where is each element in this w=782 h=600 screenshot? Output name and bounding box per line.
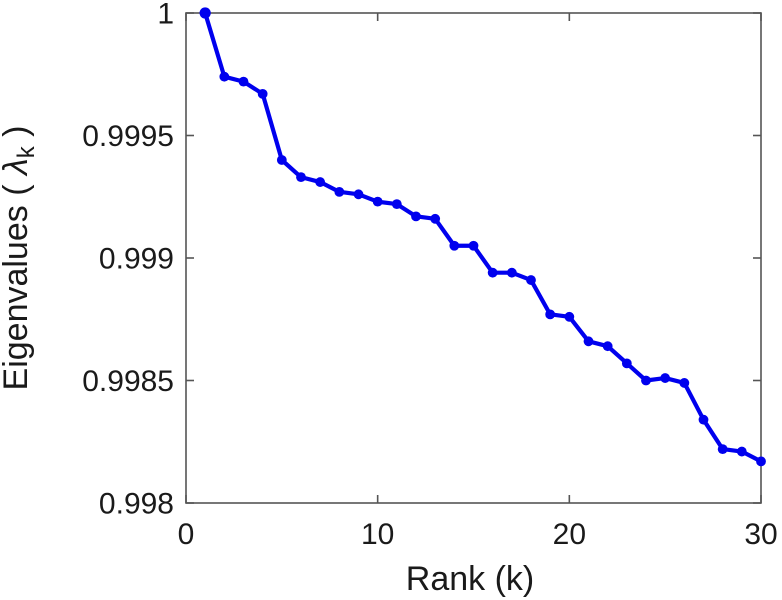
data-point-k21: [583, 336, 594, 347]
data-point-k16: [487, 267, 498, 278]
x-tick-label: 20: [553, 518, 586, 551]
data-point-k6: [296, 172, 306, 183]
y-tick-label: 1: [157, 0, 174, 31]
data-point-k5: [276, 155, 287, 165]
data-point-k11: [391, 199, 402, 210]
lambda-subscript: k: [13, 145, 40, 158]
data-point-k13: [430, 213, 441, 224]
y-axis-label-suffix: ): [0, 126, 35, 147]
data-point-k19: [545, 309, 556, 320]
x-tick-label: 0: [178, 518, 195, 551]
data-point-k1: [199, 7, 211, 19]
data-point-k24: [641, 375, 651, 386]
data-point-k22: [602, 341, 613, 352]
data-point-k27: [698, 414, 709, 425]
data-point-k29: [736, 446, 747, 457]
x-tick-label: 10: [361, 518, 394, 551]
y-tick-label: 0.9995: [82, 120, 174, 153]
data-point-k10: [372, 196, 383, 207]
data-point-k15: [468, 240, 479, 251]
data-point-k2: [219, 71, 230, 82]
x-axis-label: Rank (k): [406, 560, 534, 598]
y-axis-label: Eigenvalues ( λk ): [0, 126, 40, 391]
data-point-k18: [526, 275, 536, 285]
y-axis-label-prefix: Eigenvalues (: [0, 175, 35, 390]
data-point-k20: [564, 311, 575, 322]
plot-box: [185, 12, 762, 504]
data-point-k14: [449, 240, 460, 251]
data-point-k28: [717, 444, 728, 454]
y-tick-label: 0.999: [99, 243, 174, 276]
data-point-k12: [411, 211, 421, 222]
data-point-k4: [257, 88, 268, 99]
axes-layer: 0 10 20 30 0.998 0.9985 0.999 0.9995 1: [82, 0, 777, 551]
y-tick-label: 0.998: [99, 488, 174, 521]
lambda-symbol: λ: [0, 158, 35, 177]
data-point-k3: [238, 76, 249, 87]
data-point-k30: [756, 456, 766, 467]
data-point-k23: [621, 358, 632, 369]
y-tick-label: 0.9985: [82, 365, 174, 398]
data-point-k17: [506, 267, 517, 278]
data-point-k26: [679, 378, 690, 388]
data-point-k9: [353, 189, 364, 200]
data-point-k7: [315, 177, 326, 187]
data-point-k8: [334, 186, 345, 197]
data-point-k25: [660, 373, 671, 383]
eigenvalue-curve: [203, 10, 764, 464]
series-layer: [199, 7, 766, 467]
x-tick-label: 30: [744, 518, 777, 551]
